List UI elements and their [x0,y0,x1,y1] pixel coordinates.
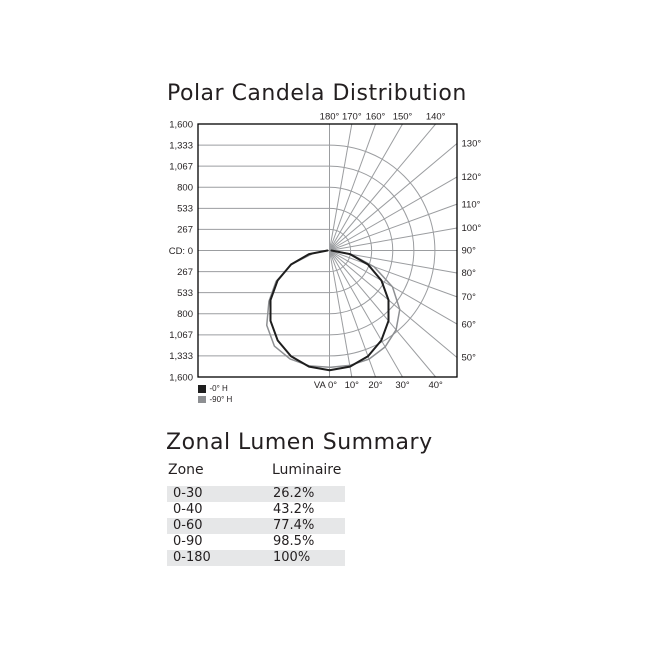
polar-spoke [329,250,458,298]
table-row: 0-180 100% [167,550,345,566]
luminaire-cell: 26.2% [273,486,315,501]
luminaire-cell: 43.2% [273,502,315,517]
polar-spoke [329,250,458,358]
polar-chart-title: Polar Candela Distribution [167,81,467,106]
angle-tick-label: 30° [395,380,410,391]
cd-tick-label: 267 [177,225,193,236]
cd-tick-label: 267 [177,267,193,278]
luminaire-cell: 100% [273,550,311,565]
luminaire-column-header: Luminaire [272,462,342,478]
angle-tick-label: 80° [462,268,477,279]
legend-label-0h: -0° H [209,384,228,393]
angle-tick-label: 100° [462,223,482,234]
cd-tick-label: 1,067 [169,161,193,172]
legend-swatch-90h-icon [198,395,206,404]
cd-tick-label: 533 [177,204,193,215]
legend-swatch-0h-icon [198,385,206,393]
luminaire-cell: 77.4% [273,518,315,533]
luminaire-cell: 98.5% [273,534,315,549]
cd-tick-label: CD: 0 [169,246,193,257]
polar-arc [329,228,352,273]
angle-tick-label: 160° [366,112,386,123]
angle-tick-label: 140° [426,112,446,123]
chart-legend: -0° H -90° H [198,385,232,406]
legend-item-0h: -0° H [198,385,232,393]
legend-label-90h: -90° H [209,394,233,404]
candela-curve-90h [265,249,401,369]
angle-tick-label: 180° [320,112,340,123]
cd-tick-label: 1,333 [169,140,193,151]
cd-tick-label: 800 [177,309,193,320]
angle-tick-label: 90° [462,246,477,257]
cd-tick-label: 1,600 [169,372,193,383]
polar-spoke [329,250,458,325]
polar-spoke [329,250,403,378]
angle-tick-label: 130° [462,139,482,150]
polar-spoke [329,176,458,251]
polar-spoke [329,250,377,378]
cd-tick-label: 1,067 [169,330,193,341]
table-row: 0-60 77.4% [167,518,345,534]
zone-cell: 0-40 [173,502,203,517]
angle-tick-label: 150° [393,112,413,123]
polar-arc [329,165,415,336]
polar-spoke [329,123,437,251]
angle-tick-label: 170° [342,112,362,123]
zonal-table-body: 0-30 26.2% 0-40 43.2% 0-60 77.4% 0-90 98.5% 0-18… [167,486,345,566]
polar-spoke [329,123,377,251]
zone-column-header: Zone [168,462,204,478]
zonal-table-header: Zone Luminaire [168,462,341,478]
table-row: 0-90 98.5% [167,534,345,550]
chart-border [197,123,458,378]
angle-tick-label: 50° [462,353,477,364]
polar-spoke [329,203,458,251]
zonal-summary-title: Zonal Lumen Summary [166,430,433,455]
zone-cell: 0-180 [173,550,211,565]
polar-arc [329,144,436,357]
polar-spoke [329,250,458,274]
polar-spoke [329,227,458,251]
polar-spoke [329,250,437,378]
polar-spoke [329,123,403,251]
cd-tick-label: 1,333 [169,351,193,362]
table-row: 0-40 43.2% [167,502,345,518]
polar-spoke [329,143,458,251]
legend-item-90h: -90° H [198,394,233,404]
angle-tick-label: 120° [462,172,482,183]
zone-cell: 0-60 [173,518,203,533]
cd-tick-label: 1,600 [169,119,193,130]
table-row: 0-30 26.2% [167,486,345,502]
angle-tick-label: 10° [345,380,360,391]
angle-tick-label: 70° [462,292,477,303]
polar-spoke [329,123,353,251]
angle-tick-label: 110° [462,199,481,210]
polar-arc [329,207,372,294]
angle-tick-label: 40° [428,380,443,391]
candela-curve-0h [269,249,390,372]
cd-tick-label: 800 [177,183,193,194]
angle-tick-label: 20° [368,380,383,391]
angle-tick-label: VA 0° [314,380,337,391]
polar-arc [329,186,394,315]
polar-spoke [329,250,353,378]
zone-cell: 0-90 [173,534,203,549]
angle-tick-label: 60° [462,319,477,330]
zone-cell: 0-30 [173,486,203,501]
cd-tick-label: 533 [177,288,193,299]
